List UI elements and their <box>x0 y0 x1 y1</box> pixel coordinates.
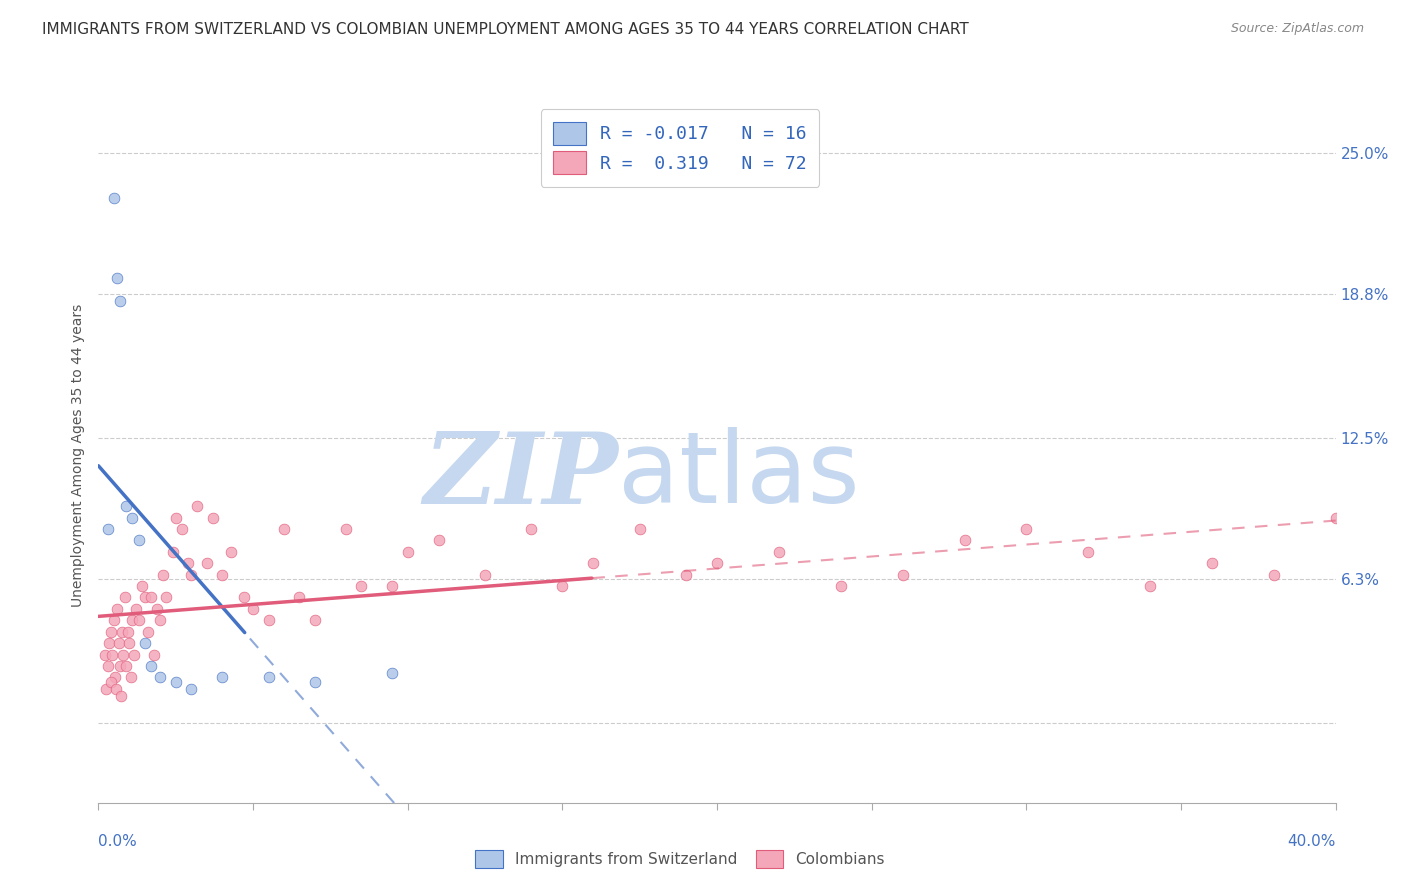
Point <box>146 602 169 616</box>
Point <box>520 522 543 536</box>
Point <box>180 681 202 696</box>
Point <box>122 648 145 662</box>
Point <box>186 500 208 514</box>
Point <box>201 510 224 524</box>
Point <box>98 636 121 650</box>
Point <box>96 681 118 696</box>
Point <box>1077 545 1099 559</box>
Point <box>211 567 233 582</box>
Point <box>891 567 914 582</box>
Point <box>105 271 128 285</box>
Point <box>768 545 790 559</box>
Point <box>103 613 125 627</box>
Point <box>257 670 280 684</box>
Point <box>211 670 233 684</box>
Text: atlas: atlas <box>619 427 859 524</box>
Point <box>152 567 174 582</box>
Point <box>396 545 419 559</box>
Point <box>474 567 496 582</box>
Point <box>257 613 280 627</box>
Text: 40.0%: 40.0% <box>1288 834 1336 849</box>
Point <box>706 556 728 570</box>
Point <box>165 674 187 689</box>
Y-axis label: Unemployment Among Ages 35 to 44 years: Unemployment Among Ages 35 to 44 years <box>72 303 86 607</box>
Point <box>582 556 605 570</box>
Point <box>155 591 177 605</box>
Point <box>953 533 976 548</box>
Text: IMMIGRANTS FROM SWITZERLAND VS COLOMBIAN UNEMPLOYMENT AMONG AGES 35 TO 44 YEARS : IMMIGRANTS FROM SWITZERLAND VS COLOMBIAN… <box>42 22 969 37</box>
Point <box>273 522 295 536</box>
Point <box>108 293 131 308</box>
Point <box>1201 556 1223 570</box>
Point <box>381 579 404 593</box>
Point <box>139 659 162 673</box>
Point <box>112 648 135 662</box>
Point <box>628 522 651 536</box>
Point <box>134 591 156 605</box>
Point <box>105 602 128 616</box>
Point <box>97 659 120 673</box>
Point <box>830 579 852 593</box>
Point <box>100 624 122 639</box>
Point <box>103 191 125 205</box>
Point <box>149 670 172 684</box>
Point <box>105 681 128 696</box>
Text: ZIP: ZIP <box>423 427 619 524</box>
Text: 0.0%: 0.0% <box>98 834 138 849</box>
Point <box>551 579 574 593</box>
Point <box>335 522 357 536</box>
Point <box>104 670 127 684</box>
Legend: Immigrants from Switzerland, Colombians: Immigrants from Switzerland, Colombians <box>467 842 893 875</box>
Point <box>675 567 697 582</box>
Point <box>304 674 326 689</box>
Point <box>350 579 373 593</box>
Point <box>165 510 187 524</box>
Point <box>128 533 150 548</box>
Point <box>131 579 153 593</box>
Point <box>110 689 132 703</box>
Point <box>97 522 120 536</box>
Point <box>304 613 326 627</box>
Text: Source: ZipAtlas.com: Source: ZipAtlas.com <box>1230 22 1364 36</box>
Point <box>115 659 138 673</box>
Point <box>117 624 139 639</box>
Point <box>136 624 159 639</box>
Point <box>427 533 450 548</box>
Point <box>242 602 264 616</box>
Point <box>100 674 122 689</box>
Point <box>1263 567 1285 582</box>
Point <box>143 648 166 662</box>
Point <box>1139 579 1161 593</box>
Point <box>101 648 124 662</box>
Point <box>111 624 134 639</box>
Point <box>114 591 136 605</box>
Point <box>149 613 172 627</box>
Point <box>121 613 143 627</box>
Point <box>121 510 143 524</box>
Point <box>221 545 243 559</box>
Point <box>120 670 142 684</box>
Point <box>108 659 131 673</box>
Point <box>170 522 193 536</box>
Point <box>128 613 150 627</box>
Point <box>124 602 146 616</box>
Point <box>1324 510 1347 524</box>
Point <box>195 556 218 570</box>
Point <box>177 556 200 570</box>
Point <box>93 648 115 662</box>
Point <box>1015 522 1038 536</box>
Point <box>107 636 129 650</box>
Point <box>180 567 202 582</box>
Point <box>134 636 156 650</box>
Point <box>232 591 254 605</box>
Point <box>115 500 138 514</box>
Point <box>288 591 311 605</box>
Point <box>139 591 162 605</box>
Point <box>162 545 184 559</box>
Point <box>118 636 141 650</box>
Point <box>381 665 404 680</box>
